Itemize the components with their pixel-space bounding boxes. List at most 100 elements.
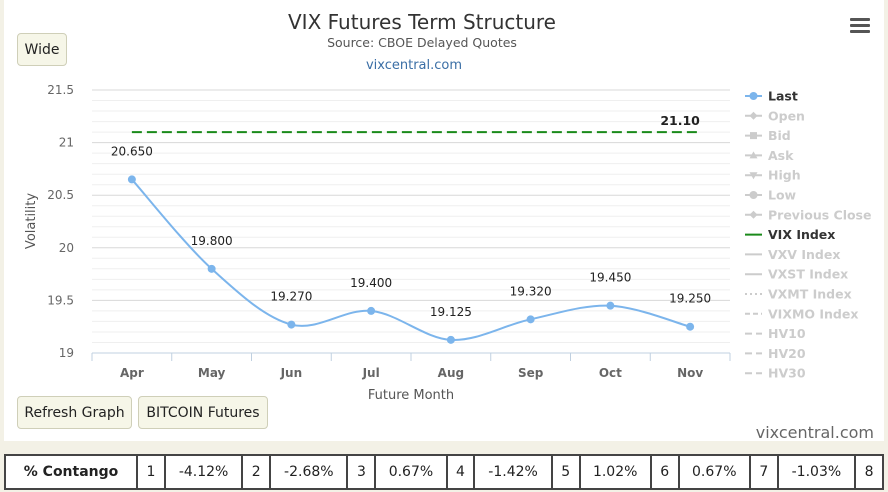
legend-label: Last [768,89,798,104]
contango-month-4: 4 [445,454,476,490]
contango-month-3: 3 [346,454,377,490]
legend-marker [750,132,757,140]
legend-item-open[interactable]: Open [745,108,805,123]
contango-value-1: -4.12% [163,454,244,490]
y-tick-label: 21 [59,136,74,150]
y-tick-label: 19 [59,346,74,360]
contango-value-4: -1.42% [473,454,553,490]
contango-value-3: 0.67% [374,454,448,490]
contango-month-2: 2 [241,454,272,490]
source-link[interactable]: vixcentral.com [366,58,462,73]
vix-index-label: 21.10 [660,113,700,128]
legend-item-hv20[interactable]: HV20 [745,346,806,361]
legend-label: VXST Index [768,267,848,282]
y-tick-label: 20 [59,241,74,255]
legend-item-low[interactable]: Low [745,188,797,203]
last-data-point[interactable] [446,335,455,344]
y-tick-label: 20.5 [47,188,74,202]
legend-item-last[interactable]: Last [745,89,798,104]
last-series-line [131,178,691,341]
legend-item-vixmo-index[interactable]: VIXMO Index [745,306,858,321]
last-data-point[interactable] [606,301,615,310]
chart-panel [4,0,884,441]
x-tick-label: May [198,366,226,380]
vix-term-structure-chart: VIX Futures Term Structure Source: CBOE … [24,10,871,403]
contango-table: % Contango 1 -4.12% 2 -2.68% 3 0.67% 4 -1.42% 5 1… [3,454,884,490]
last-data-label: 19.400 [350,276,392,290]
legend: Last Open Bid Ask High Low Previous Close VIX I… [745,89,871,381]
last-data-point[interactable] [526,315,535,324]
bitcoin-futures-button[interactable]: BITCOIN Futures [138,396,268,429]
legend-item-vix-index[interactable]: VIX Index [745,227,835,242]
x-tick-label: Aug [438,366,464,380]
x-tick-label: Jun [280,366,303,380]
legend-item-vxv-index[interactable]: VXV Index [745,247,840,262]
legend-marker [749,172,758,180]
y-tick-label: 21.5 [47,83,74,97]
contango-value-5: 1.02% [578,454,652,490]
legend-item-vxst-index[interactable]: VXST Index [745,267,848,282]
last-data-label: 19.250 [669,292,711,306]
legend-label: Previous Close [768,207,871,222]
last-data-label: 19.320 [510,284,552,298]
last-data-point[interactable] [207,264,216,273]
refresh-graph-button[interactable]: Refresh Graph [17,396,132,429]
contango-month-8: 8 [854,454,884,490]
legend-label: HV30 [768,366,806,381]
legend-label: HV10 [768,326,806,341]
legend-item-previous-close[interactable]: Previous Close [745,207,871,222]
legend-marker [749,151,758,159]
x-tick-label: Apr [120,366,144,380]
last-data-label: 19.450 [589,271,631,285]
wide-button[interactable]: Wide [17,33,67,66]
legend-label: Ask [768,148,794,163]
legend-label: HV20 [768,346,806,361]
legend-label: Open [768,108,805,123]
x-tick-label: Jul [362,366,380,380]
contango-row: % Contango 1 -4.12% 2 -2.68% 3 0.67% 4 -1.42% 5 1… [3,454,884,490]
contango-value-6: 0.67% [677,454,751,490]
contango-month-5: 5 [550,454,581,490]
x-tick-label: Nov [677,366,703,380]
contango-month-1: 1 [136,454,166,490]
contango-value-7: -1.03% [776,454,857,490]
legend-item-hv10[interactable]: HV10 [745,326,806,341]
legend-item-hv30[interactable]: HV30 [745,366,806,381]
brand-watermark[interactable]: vixcentral.com [755,423,874,442]
contango-month-7: 7 [748,454,779,490]
contango-month-6: 6 [649,454,680,490]
legend-label: High [768,168,801,183]
menu-icon[interactable] [850,18,870,34]
x-tick-label: Oct [599,366,622,380]
last-data-label: 19.270 [270,290,312,304]
chart-title: VIX Futures Term Structure [288,10,556,34]
x-axis-title: Future Month [368,388,454,403]
legend-marker [749,191,758,199]
x-tick-label: Sep [518,366,544,380]
legend-label: Low [768,188,797,203]
legend-marker [749,111,758,120]
legend-label: VIX Index [768,227,835,242]
last-data-label: 20.650 [111,144,153,158]
legend-item-bid[interactable]: Bid [745,128,791,143]
last-data-label: 19.125 [430,305,472,319]
last-data-point[interactable] [367,306,376,315]
y-axis-title: Volatility [24,193,39,249]
contango-value-2: -2.68% [269,454,349,490]
legend-item-high[interactable]: High [745,168,801,183]
last-data-point[interactable] [686,322,695,331]
legend-marker [749,92,758,100]
legend-label: VXV Index [768,247,840,262]
legend-label: Bid [768,128,791,143]
last-data-label: 19.800 [191,234,233,248]
legend-label: VIXMO Index [768,306,858,321]
y-tick-label: 19.5 [47,293,74,307]
legend-item-vxmt-index[interactable]: VXMT Index [745,287,852,302]
last-data-point[interactable] [287,320,296,329]
last-data-point[interactable] [127,175,136,184]
contango-label: % Contango [3,454,139,490]
legend-item-ask[interactable]: Ask [745,148,794,163]
chart-subtitle: Source: CBOE Delayed Quotes [327,35,517,50]
legend-marker [749,210,758,219]
legend-label: VXMT Index [768,287,852,302]
